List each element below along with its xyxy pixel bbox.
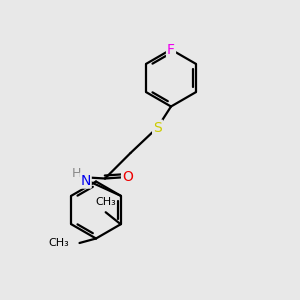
Text: CH₃: CH₃ xyxy=(95,197,116,207)
Text: S: S xyxy=(153,121,162,134)
Text: N: N xyxy=(80,174,91,188)
Text: O: O xyxy=(122,170,133,184)
Text: F: F xyxy=(167,43,175,56)
Text: H: H xyxy=(72,167,81,180)
Text: CH₃: CH₃ xyxy=(48,238,69,248)
